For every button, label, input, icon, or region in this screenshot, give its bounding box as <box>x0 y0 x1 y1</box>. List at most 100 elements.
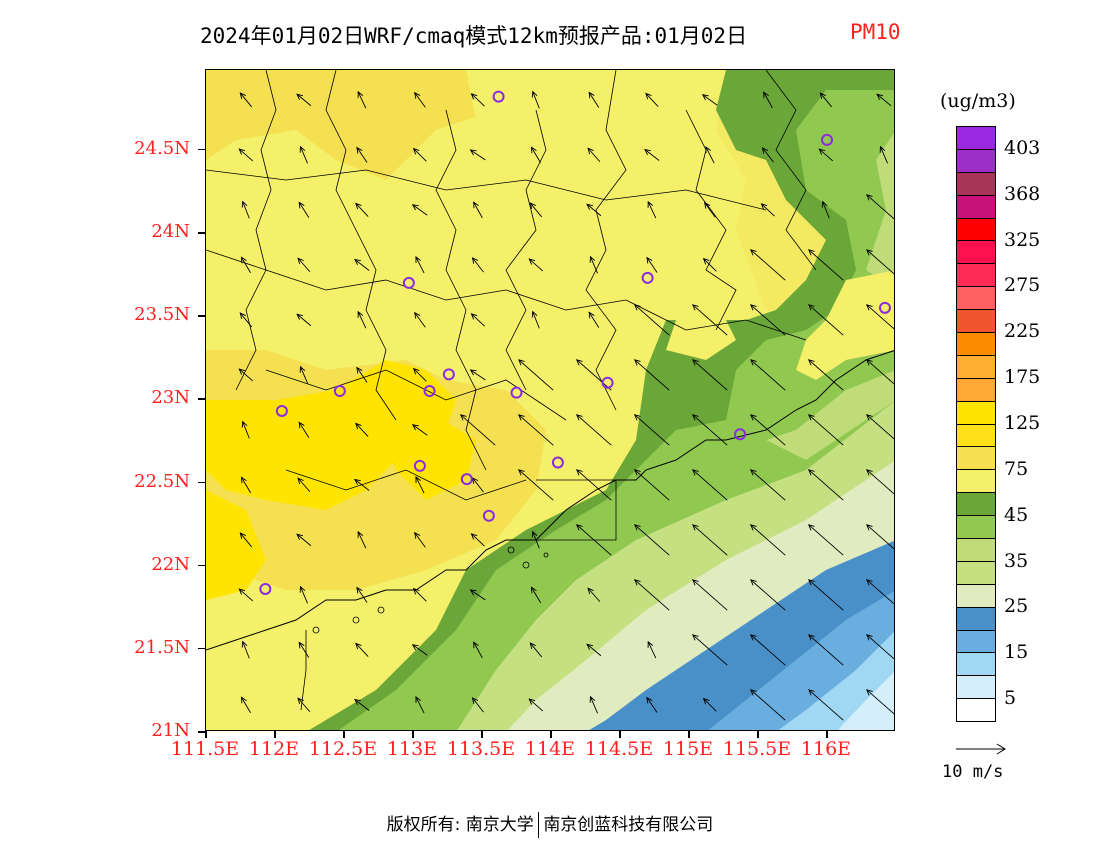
wind-arrow <box>239 92 253 108</box>
wind-arrow <box>239 532 253 548</box>
city-marker <box>482 509 495 522</box>
wind-arrow <box>357 90 367 109</box>
wind-arrow <box>807 579 844 611</box>
wind-arrow <box>354 258 370 271</box>
legend-swatch <box>957 172 995 196</box>
wind-arrow <box>589 695 598 714</box>
wind-arrow <box>298 641 310 658</box>
legend-swatch <box>957 699 995 722</box>
wind-arrow <box>644 148 660 161</box>
wind-arrow <box>865 634 894 660</box>
wind-arrow <box>865 579 894 605</box>
wind-arrow <box>807 359 844 391</box>
wind-arrow <box>470 313 485 327</box>
field-patch-high-2 <box>376 410 476 500</box>
wind-arrow <box>411 424 428 436</box>
wind-arrow <box>531 90 540 109</box>
wind-arrow <box>865 304 894 330</box>
wind-arrow <box>528 698 544 712</box>
wind-arrow <box>469 369 486 381</box>
wind-arrow <box>818 148 834 162</box>
lon-tick-label: 114E <box>524 738 576 760</box>
legend-swatch <box>957 195 995 219</box>
wind-arrow <box>240 476 251 493</box>
wind-arrow <box>239 312 253 328</box>
legend-swatch <box>957 653 995 677</box>
copyright-footer: 版权所有: 南京大学 南京创蓝科技有限公司 <box>0 810 1100 838</box>
wind-arrow <box>586 643 602 657</box>
wind-arrow <box>414 91 426 108</box>
city-marker <box>821 133 833 146</box>
footer-divider <box>537 812 540 838</box>
wind-arrow <box>356 366 368 383</box>
wind-arrow <box>414 311 426 328</box>
wind-arrow <box>531 310 540 329</box>
legend-value-label: 15 <box>1004 641 1029 664</box>
wind-arrow <box>356 586 368 603</box>
city-marker <box>333 385 346 398</box>
city-marker <box>878 301 891 314</box>
lat-tick-label: 21N <box>151 720 190 741</box>
wind-arrow <box>865 469 894 495</box>
city-marker <box>551 456 564 469</box>
wind-arrow <box>238 148 254 162</box>
city-marker <box>460 473 473 486</box>
legend-swatch <box>957 310 995 334</box>
wind-arrow <box>297 697 311 713</box>
wind-arrow <box>633 524 670 556</box>
lon-tick-label: 113E <box>386 738 438 760</box>
wind-arrow <box>470 533 485 547</box>
wind-arrow <box>749 689 786 721</box>
lat-tick-mark <box>198 232 205 234</box>
wind-arrow <box>588 91 600 108</box>
lon-tick-label: 115.5E <box>722 738 792 760</box>
wind-arrow <box>412 367 427 382</box>
city-markers <box>259 90 891 595</box>
lon-tick-label: 111.5E <box>170 738 240 760</box>
map-panel <box>205 69 895 731</box>
wind-arrow <box>586 203 602 217</box>
legend-swatch <box>957 264 995 288</box>
lon-tick-mark <box>205 731 207 738</box>
field-patch-huizhou <box>666 320 736 360</box>
lat-tick-label: 24.5N <box>134 137 190 159</box>
legend-value-label: 125 <box>1004 412 1041 434</box>
wind-arrow <box>865 249 894 275</box>
lat-tick-label: 22N <box>151 553 190 575</box>
wind-arrow <box>517 469 554 501</box>
field-patch-high <box>206 360 456 510</box>
pm10-field-map <box>206 70 894 730</box>
lon-tick-label: 114.5E <box>584 738 654 760</box>
legend-swatch <box>957 493 995 517</box>
wind-arrow <box>879 145 888 164</box>
wind-arrow <box>691 524 728 556</box>
lat-tick-mark <box>198 315 205 317</box>
wind-arrow <box>749 249 786 281</box>
wind-arrow <box>633 414 670 446</box>
legend-swatch <box>957 401 995 425</box>
wind-arrow <box>749 579 786 611</box>
wind-arrow <box>354 698 370 711</box>
wind-arrow <box>865 689 894 715</box>
legend-swatch <box>957 516 995 540</box>
legend-swatch <box>957 378 995 402</box>
city-marker <box>275 404 288 417</box>
legend-value-label: 25 <box>1004 595 1029 618</box>
copyright-company: 南京创蓝科技有限公司 <box>543 815 714 835</box>
lon-tick-mark <box>343 731 345 738</box>
wind-arrow <box>296 533 312 547</box>
color-legend <box>956 126 996 722</box>
legend-value-label: 368 <box>1004 182 1041 205</box>
lat-tick-mark <box>198 398 205 400</box>
wind-arrow <box>749 414 786 446</box>
wind-arrow <box>807 304 844 336</box>
lat-tick-mark <box>198 731 205 733</box>
coastline <box>206 350 894 651</box>
legend-swatch <box>957 424 995 448</box>
wind-arrow <box>702 697 717 712</box>
wind-arrow <box>691 359 728 391</box>
wind-arrow <box>411 204 428 216</box>
wind-arrow <box>807 634 844 666</box>
admin-boundaries <box>206 70 817 541</box>
lon-tick-mark <box>550 731 552 738</box>
